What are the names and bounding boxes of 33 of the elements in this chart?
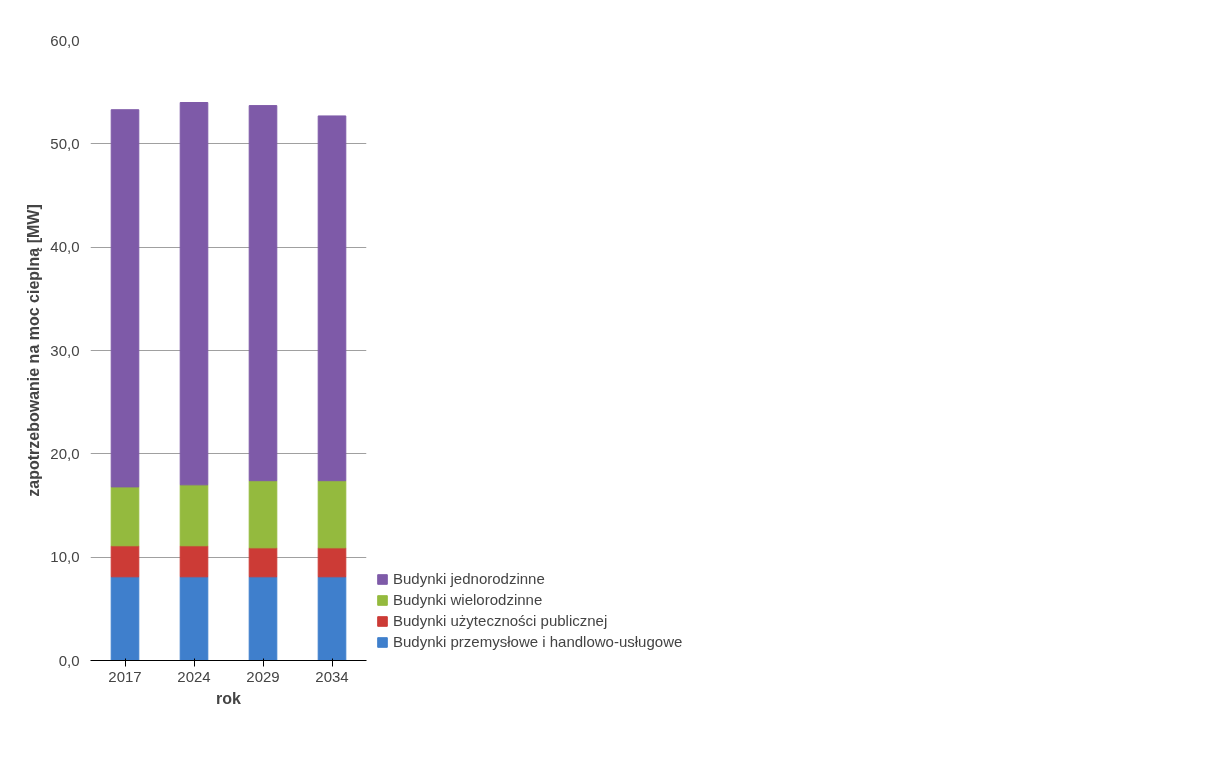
bar <box>110 545 140 578</box>
y-tick-label: 30,0 <box>50 341 80 359</box>
y-tick-label: 60,0 <box>50 31 80 49</box>
y-tick-label: 50,0 <box>50 134 80 152</box>
y-axis-title: zapotrzebowanie na moc cieplną [MW] <box>25 204 43 497</box>
y-tick-label: 0,0 <box>58 651 80 669</box>
bar <box>110 109 140 488</box>
legend-label: Budynki jednorodzinne <box>393 570 545 587</box>
x-tick-label: 2034 <box>315 667 349 685</box>
bar <box>248 576 278 661</box>
y-tick-label: 20,0 <box>50 444 80 462</box>
y-tick-label: 10,0 <box>50 548 80 566</box>
bar <box>317 480 347 549</box>
bar <box>179 576 209 661</box>
x-tick-label: 2017 <box>108 667 142 685</box>
bar <box>317 547 347 578</box>
bar <box>317 576 347 661</box>
bar <box>179 102 209 486</box>
bar <box>110 486 140 547</box>
bar <box>179 545 209 578</box>
x-tick-label: 2029 <box>246 667 280 685</box>
bar <box>248 547 278 578</box>
legend-label: Budynki wielorodzinne <box>393 591 543 608</box>
legend-label: Budynki przemysłowe i handlowo-usługowe <box>393 633 683 650</box>
bar <box>248 480 278 549</box>
bar <box>317 115 347 482</box>
bar <box>248 105 278 482</box>
x-tick-label: 2024 <box>177 667 211 685</box>
bar <box>179 484 209 547</box>
y-tick-label: 40,0 <box>50 238 80 256</box>
bar <box>110 576 140 661</box>
legend-label: Budynki użyteczności publicznej <box>393 612 608 629</box>
x-axis-title: rok <box>216 689 242 707</box>
